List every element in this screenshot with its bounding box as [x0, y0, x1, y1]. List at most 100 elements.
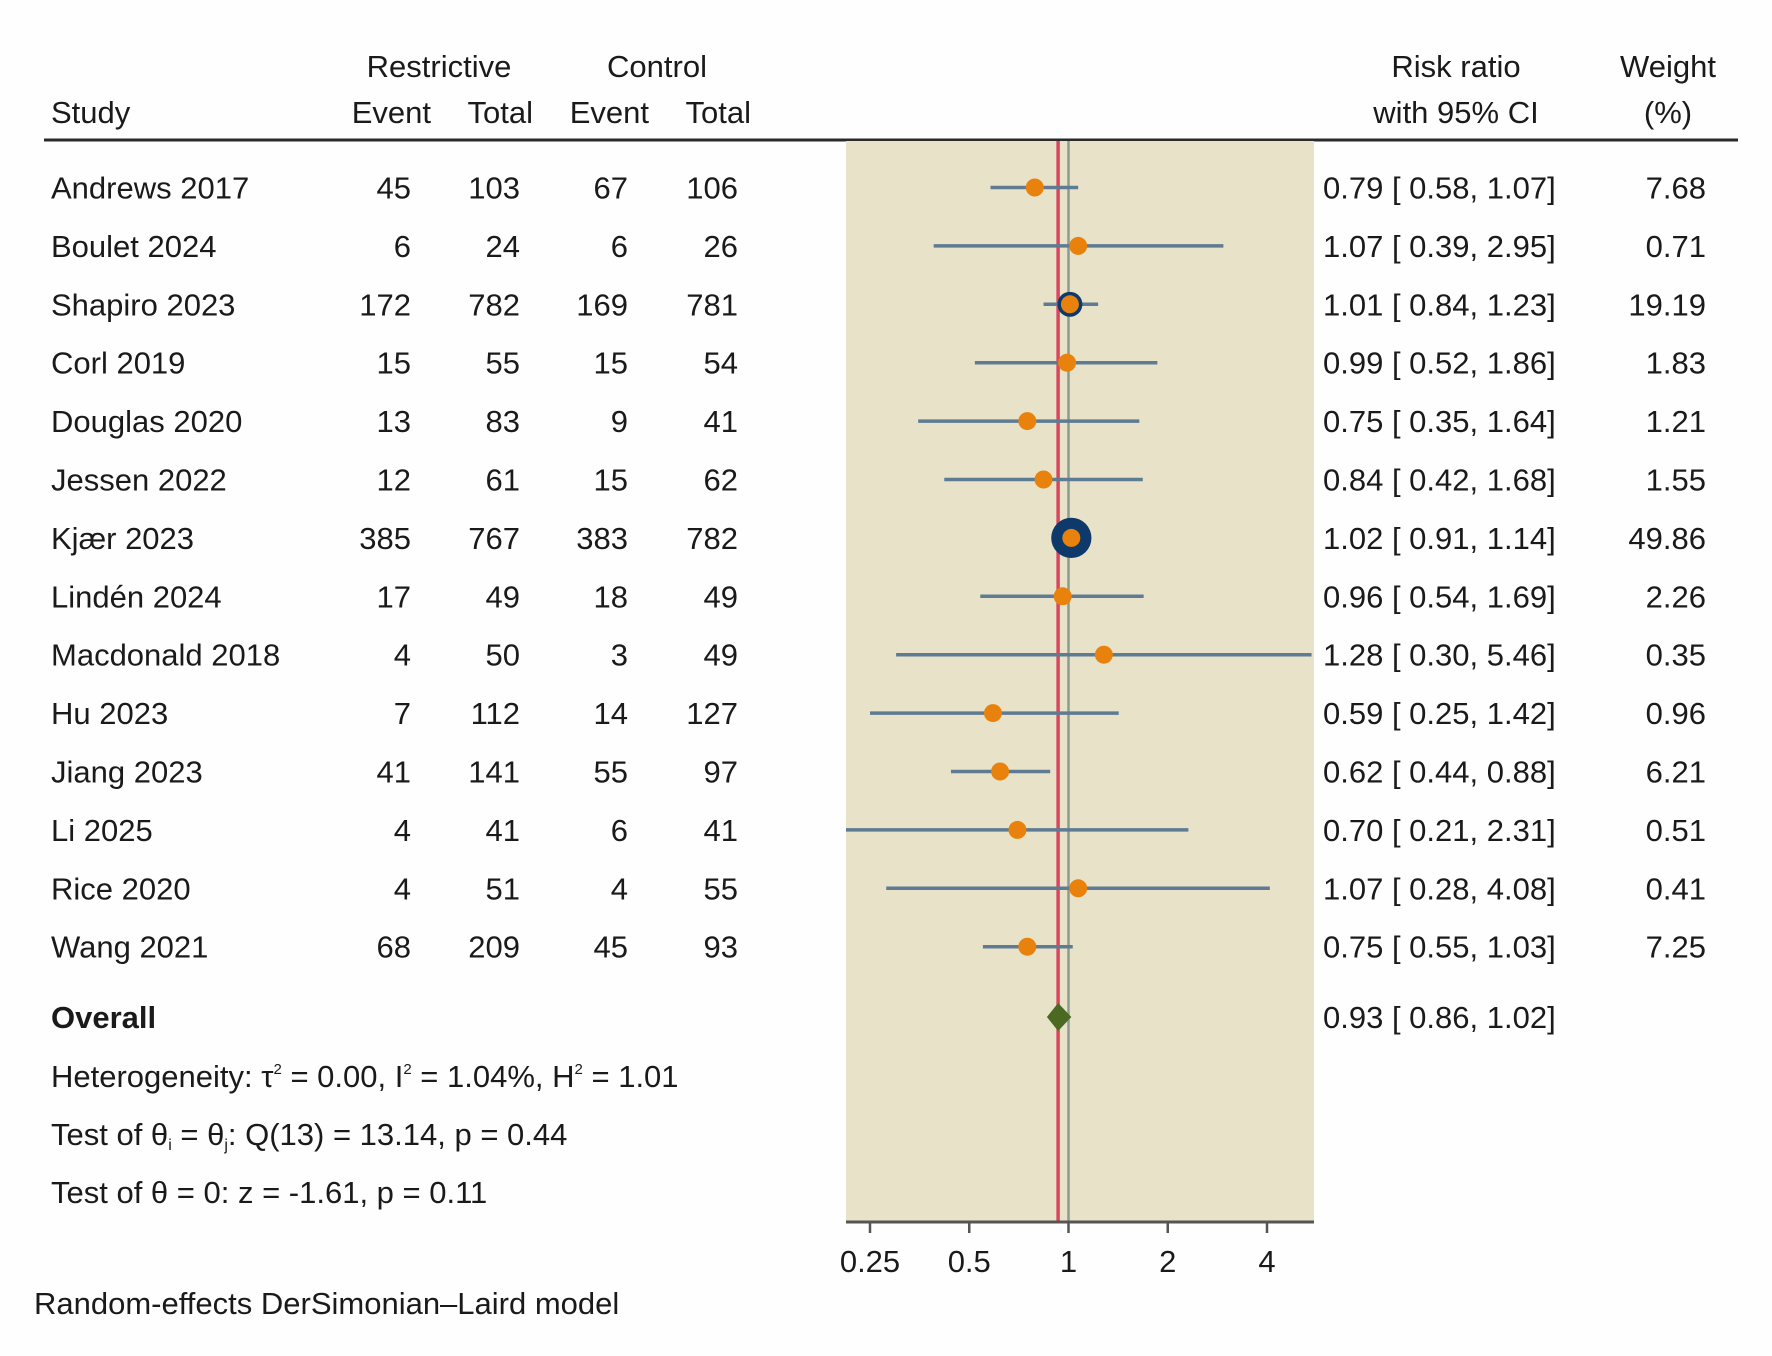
point-estimate — [1069, 879, 1088, 898]
ci-text: 0.96 [ 0.54, 1.69] — [1323, 579, 1556, 614]
ci-text: 1.02 [ 0.91, 1.14] — [1323, 521, 1556, 556]
restrictive-total: 83 — [486, 404, 520, 439]
control-total: 97 — [704, 755, 738, 790]
weight: 1.55 — [1646, 463, 1706, 498]
ci-text: 1.01 [ 0.84, 1.23] — [1323, 287, 1556, 322]
weight: 6.21 — [1646, 755, 1706, 790]
control-total: 49 — [704, 579, 738, 614]
weight: 0.96 — [1646, 696, 1706, 731]
header-event-control: Event — [570, 95, 650, 130]
control-total: 781 — [686, 287, 738, 322]
ci-text: 1.07 [ 0.28, 4.08] — [1323, 871, 1556, 906]
x-tick-label: 0.25 — [840, 1244, 900, 1279]
header-restrictive: Restrictive — [367, 49, 512, 84]
restrictive-total: 24 — [486, 229, 520, 264]
ci-text: 0.79 [ 0.58, 1.07] — [1323, 171, 1556, 206]
study-name: Andrews 2017 — [51, 171, 249, 206]
restrictive-total: 767 — [468, 521, 520, 556]
ci-text: 1.28 [ 0.30, 5.46] — [1323, 638, 1556, 673]
control-total: 782 — [686, 521, 738, 556]
point-estimate — [1062, 528, 1081, 547]
study-name: Douglas 2020 — [51, 404, 242, 439]
control-events: 15 — [594, 346, 628, 381]
study-row: Rice 2020 4 51 4 55 1.07 [ 0.28, 4.08] 0.41 — [51, 871, 1706, 906]
control-events: 383 — [576, 521, 628, 556]
restrictive-total: 51 — [486, 871, 520, 906]
ci-text: 0.75 [ 0.35, 1.64] — [1323, 404, 1556, 439]
restrictive-total: 141 — [468, 755, 520, 790]
x-tick-label: 2 — [1159, 1244, 1176, 1279]
restrictive-events: 4 — [394, 813, 411, 848]
control-total: 106 — [686, 171, 738, 206]
header-event-restrictive: Event — [352, 95, 432, 130]
weight: 0.71 — [1646, 229, 1706, 264]
footnote: Random-effects DerSimonian–Laird model — [34, 1286, 619, 1321]
ci-text: 0.99 [ 0.52, 1.86] — [1323, 346, 1556, 381]
weight: 7.68 — [1646, 171, 1706, 206]
restrictive-total: 782 — [468, 287, 520, 322]
study-row: Jiang 2023 41 141 55 97 0.62 [ 0.44, 0.88] 6.2… — [51, 755, 1706, 790]
point-estimate — [1025, 178, 1044, 197]
study-row: Douglas 2020 13 83 9 41 0.75 [ 0.35, 1.64] 1.2… — [51, 404, 1706, 439]
study-row: Li 2025 4 41 6 41 0.70 [ 0.21, 2.31] 0.51 — [51, 813, 1706, 848]
point-estimate — [1094, 645, 1113, 664]
control-events: 67 — [594, 171, 628, 206]
control-total: 41 — [704, 404, 738, 439]
restrictive-events: 12 — [377, 463, 411, 498]
header-total-control: Total — [686, 95, 751, 130]
weight: 1.21 — [1646, 404, 1706, 439]
restrictive-total: 55 — [486, 346, 520, 381]
control-events: 14 — [594, 696, 628, 731]
restrictive-events: 172 — [359, 287, 411, 322]
study-row: Jessen 2022 12 61 15 62 0.84 [ 0.42, 1.68] 1.5… — [51, 463, 1706, 498]
weight: 19.19 — [1628, 287, 1706, 322]
study-name: Jiang 2023 — [51, 755, 203, 790]
study-name: Macdonald 2018 — [51, 638, 280, 673]
control-events: 6 — [611, 813, 628, 848]
restrictive-events: 4 — [394, 638, 411, 673]
ci-text: 0.75 [ 0.55, 1.03] — [1323, 930, 1556, 965]
restrictive-total: 49 — [486, 579, 520, 614]
control-total: 55 — [704, 871, 738, 906]
point-estimate — [1018, 412, 1037, 431]
x-tick-label: 4 — [1258, 1244, 1275, 1279]
control-events: 6 — [611, 229, 628, 264]
restrictive-events: 7 — [394, 696, 411, 731]
control-total: 26 — [704, 229, 738, 264]
study-row: Wang 2021 68 209 45 93 0.75 [ 0.55, 1.03] 7.25 — [51, 930, 1706, 965]
ci-text: 0.59 [ 0.25, 1.42] — [1323, 696, 1556, 731]
study-name: Rice 2020 — [51, 871, 191, 906]
plot-panel — [846, 141, 1314, 1222]
control-total: 93 — [704, 930, 738, 965]
x-tick-label: 1 — [1060, 1244, 1077, 1279]
study-name: Wang 2021 — [51, 930, 208, 965]
restrictive-total: 103 — [468, 171, 520, 206]
study-row: Shapiro 2023 172 782 169 781 1.01 [ 0.84, 1.2… — [51, 287, 1706, 322]
overall-diamond — [1046, 1003, 1072, 1031]
study-name: Jessen 2022 — [51, 463, 227, 498]
point-estimate — [1058, 353, 1077, 372]
restrictive-events: 4 — [394, 871, 411, 906]
study-name: Corl 2019 — [51, 346, 185, 381]
restrictive-events: 45 — [377, 171, 411, 206]
x-tick-label: 0.5 — [948, 1244, 991, 1279]
point-estimate — [1008, 820, 1027, 839]
control-events: 9 — [611, 404, 628, 439]
point-estimate — [991, 762, 1010, 781]
control-events: 169 — [576, 287, 628, 322]
study-row: Corl 2019 15 55 15 54 0.99 [ 0.52, 1.86] 1.83 — [51, 346, 1706, 381]
study-name: Hu 2023 — [51, 696, 168, 731]
heterogeneity-stats: Heterogeneity: τ2 = 0.00, I2 = 1.04%, H2… — [51, 1059, 679, 1094]
control-events: 18 — [594, 579, 628, 614]
header-risk-ratio: Risk ratio — [1391, 49, 1520, 84]
study-row: Macdonald 2018 4 50 3 49 1.28 [ 0.30, 5.46] 0.… — [51, 638, 1706, 673]
restrictive-events: 17 — [377, 579, 411, 614]
point-estimate — [1053, 587, 1072, 606]
study-name: Boulet 2024 — [51, 229, 216, 264]
weight: 0.51 — [1646, 813, 1706, 848]
restrictive-events: 41 — [377, 755, 411, 790]
control-total: 127 — [686, 696, 738, 731]
control-events: 15 — [594, 463, 628, 498]
overall-effect-test: Test of θ = 0: z = -1.61, p = 0.11 — [51, 1175, 487, 1210]
